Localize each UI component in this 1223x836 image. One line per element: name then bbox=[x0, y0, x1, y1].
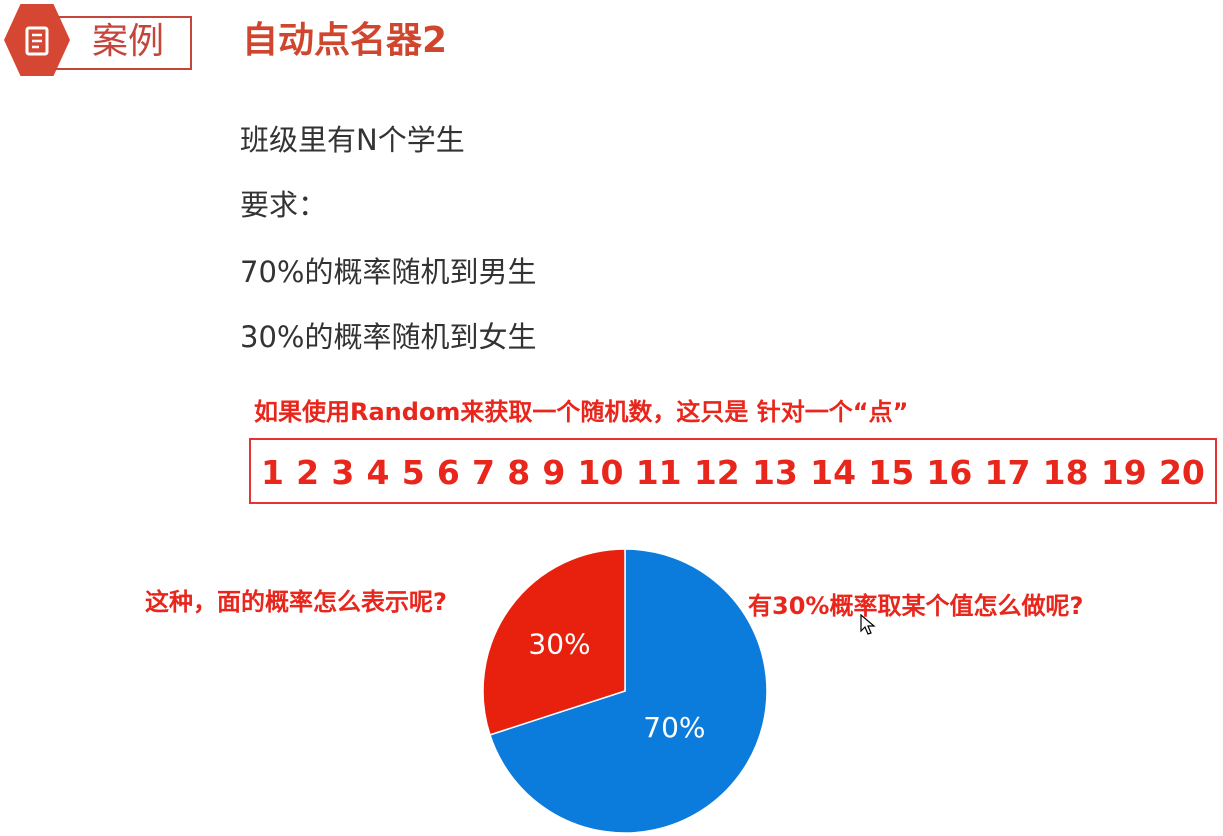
number-15: 15 bbox=[868, 453, 915, 492]
number-10: 10 bbox=[577, 453, 624, 492]
document-icon bbox=[25, 26, 49, 56]
body-line-4: 30%的概率随机到女生 bbox=[240, 320, 537, 354]
number-4: 4 bbox=[366, 453, 390, 492]
probability-pie-chart: 70% 30% bbox=[482, 548, 768, 834]
value-question: 有30%概率取某个值怎么做呢? bbox=[748, 592, 1084, 620]
random-note: 如果使用Random来获取一个随机数，这只是 针对一个“点” bbox=[254, 398, 909, 426]
number-box: 1 2 3 4 5 6 7 8 9 10 11 12 13 14 15 16 17 18 19 20 bbox=[249, 438, 1217, 504]
number-18: 18 bbox=[1042, 453, 1089, 492]
number-1: 1 bbox=[261, 453, 284, 492]
number-7: 7 bbox=[472, 453, 495, 492]
number-17: 17 bbox=[984, 453, 1031, 492]
number-row: 1 2 3 4 5 6 7 8 9 10 11 12 13 14 15 16 17 18 19 20 bbox=[261, 448, 1205, 498]
page-title: 自动点名器2 bbox=[242, 20, 448, 61]
body-line-2: 要求： bbox=[240, 188, 328, 222]
pie-label-70: 70% bbox=[643, 711, 705, 744]
body-line-1: 班级里有N个学生 bbox=[240, 123, 465, 157]
badge-hexagon bbox=[4, 4, 70, 76]
pie-slice-70 bbox=[489, 548, 768, 834]
mouse-cursor-icon bbox=[860, 614, 876, 635]
number-20: 20 bbox=[1158, 453, 1205, 492]
case-label: 案例 bbox=[92, 21, 165, 62]
number-13: 13 bbox=[751, 453, 798, 492]
number-5: 5 bbox=[401, 453, 425, 492]
number-2: 2 bbox=[296, 453, 320, 492]
number-6: 6 bbox=[436, 453, 460, 492]
number-3: 3 bbox=[331, 453, 355, 492]
area-question: 这种，面的概率怎么表示呢? bbox=[145, 588, 447, 616]
number-12: 12 bbox=[693, 453, 740, 492]
pie-label-30: 30% bbox=[528, 627, 590, 660]
number-14: 14 bbox=[810, 453, 857, 492]
pie-slice-30 bbox=[482, 548, 626, 736]
number-9: 9 bbox=[542, 453, 566, 492]
number-8: 8 bbox=[507, 453, 531, 492]
number-19: 19 bbox=[1100, 453, 1147, 492]
number-16: 16 bbox=[926, 453, 973, 492]
body-line-3: 70%的概率随机到男生 bbox=[240, 255, 537, 289]
number-11: 11 bbox=[635, 453, 682, 492]
